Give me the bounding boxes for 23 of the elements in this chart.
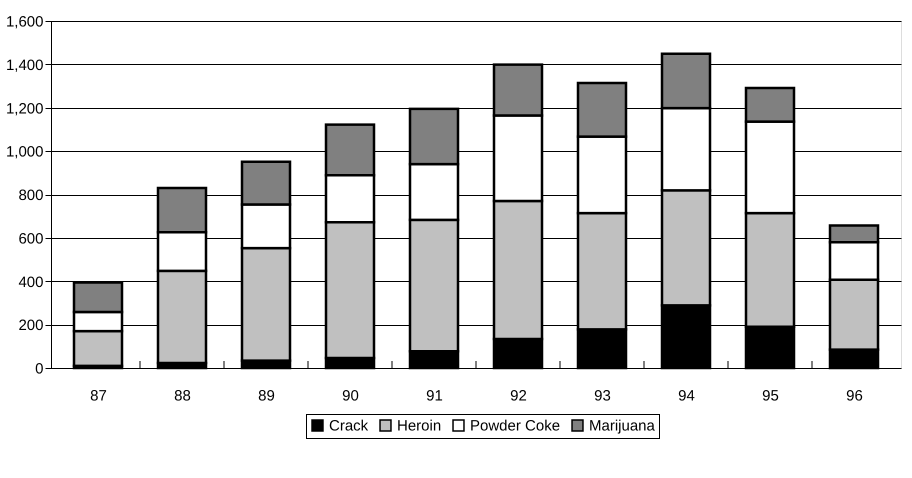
x-tick-label: 92 xyxy=(510,388,527,404)
y-tick-label: 200 xyxy=(18,317,44,334)
y-tick-label: 1,400 xyxy=(6,56,44,74)
y-tick-label: 800 xyxy=(18,187,44,204)
x-tick-label: 96 xyxy=(846,388,863,404)
y-tick-label: 1,600 xyxy=(6,14,44,30)
y-tick-label: 1,200 xyxy=(6,100,44,118)
y-tick-label: 400 xyxy=(18,274,44,291)
x-tick-label: 89 xyxy=(258,388,275,404)
x-tick-label: 95 xyxy=(762,388,779,404)
x-tick-label: 90 xyxy=(342,388,359,404)
legend-label: Powder Coke xyxy=(470,418,560,435)
x-tick-label: 91 xyxy=(426,388,443,404)
y-tick-label: 0 xyxy=(35,360,44,378)
x-tick-label: 88 xyxy=(174,388,191,404)
legend-label: Heroin xyxy=(397,418,442,435)
y-tick-label: 1,000 xyxy=(6,144,44,161)
x-tick-label: 87 xyxy=(90,388,107,404)
legend-label: Crack xyxy=(329,418,369,435)
legend-label: Marijuana xyxy=(589,418,656,435)
y-tick-label: 600 xyxy=(18,230,44,248)
x-tick-label: 93 xyxy=(594,388,611,404)
x-tick-label: 94 xyxy=(678,388,695,404)
